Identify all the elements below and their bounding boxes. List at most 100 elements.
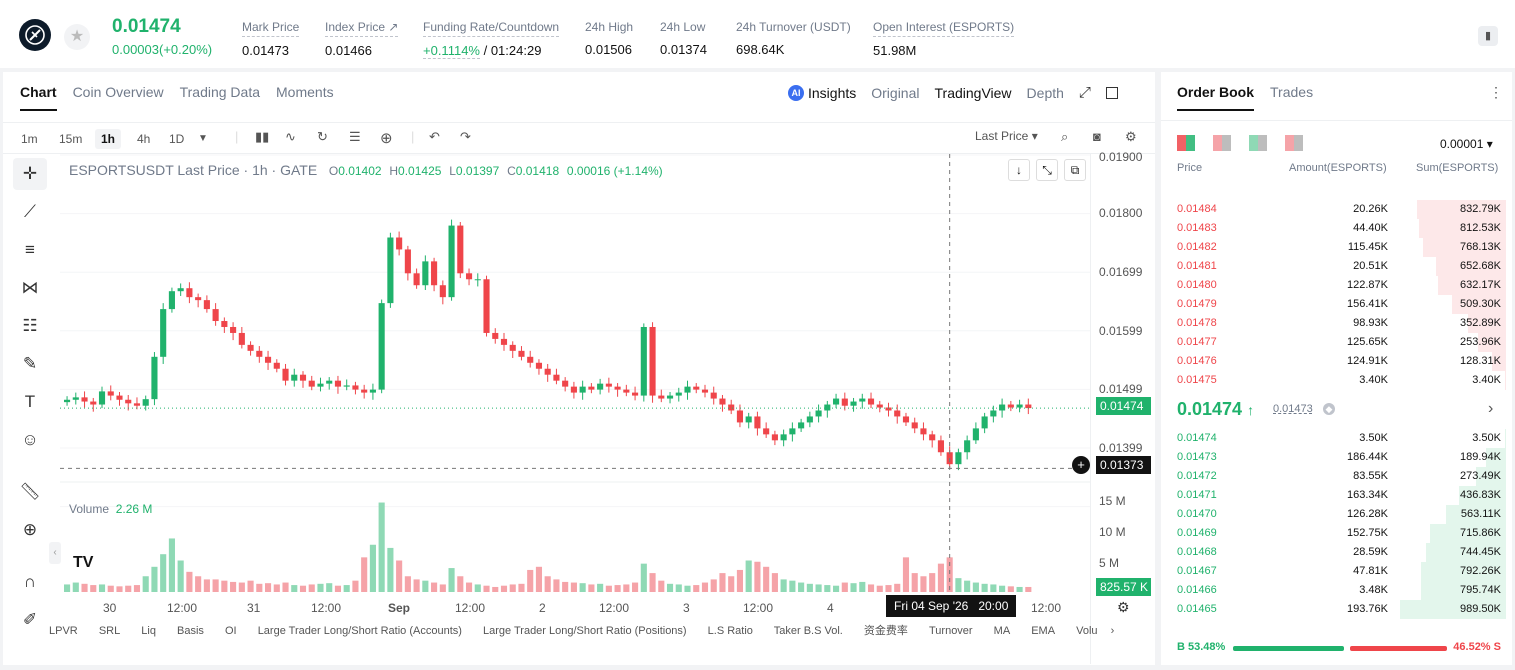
bid-row[interactable]: 0.01471 163.34K 436.83K [1161,486,1512,505]
tab-coin-overview[interactable]: Coin Overview [72,84,164,100]
indicator-item[interactable]: Large Trader Long/Short Ratio (Accounts) [257,625,462,637]
vol-tick: 15 M [1099,494,1126,508]
tab-depth[interactable]: Depth [1026,84,1064,101]
ask-row[interactable]: 0.01477 125.65K 253.96K [1161,333,1512,352]
timeframe-1h[interactable]: 1h [95,129,122,149]
indicator-item[interactable]: Taker B.S Vol. [773,625,843,637]
layout-bids-icon[interactable] [1249,135,1267,151]
stat-label[interactable]: Index Price ↗ [325,20,399,37]
tab-original[interactable]: Original [871,84,920,101]
pencil-lock-icon[interactable]: ✐ [22,610,38,629]
tab-tradingview[interactable]: TradingView [934,84,1012,101]
undo-icon[interactable]: ↶ [429,129,440,144]
timeframe-1d[interactable]: 1D [169,132,185,146]
chevron-right-icon[interactable]: › [1488,400,1494,417]
ask-row[interactable]: 0.01483 44.40K 812.53K [1161,219,1512,238]
row-amount: 3.48K [1359,584,1388,596]
timeframe-15m[interactable]: 15m [59,132,83,146]
stat-label[interactable]: Mark Price [242,20,300,37]
emoji-icon[interactable]: ☺ [21,430,39,449]
indicator-item[interactable]: L.S Ratio [707,625,753,637]
ask-row[interactable]: 0.01479 156.41K 509.30K [1161,295,1512,314]
text-icon[interactable]: T [24,392,36,411]
tab-trading-data[interactable]: Trading Data [179,84,261,100]
magnet-icon[interactable]: ∩ [23,572,37,591]
favorite-star-icon[interactable]: ★ [64,24,90,50]
timeframe-1m[interactable]: 1m [21,132,38,146]
ask-row[interactable]: 0.01475 3.40K 3.40K [1161,371,1512,390]
fullscreen-icon[interactable] [1105,86,1118,99]
bid-row[interactable]: 0.01466 3.48K 795.74K [1161,581,1512,600]
tab-trades[interactable]: Trades [1270,84,1314,100]
stat-label[interactable]: Funding Rate/Countdown [423,20,560,37]
ask-row[interactable]: 0.01482 115.45K 768.13K [1161,238,1512,257]
ask-row[interactable]: 0.01480 122.87K 632.17K [1161,276,1512,295]
bid-row[interactable]: 0.01469 152.75K 715.86K [1161,524,1512,543]
book-icon[interactable]: ▮ [1478,26,1498,46]
chevron-left-icon[interactable]: ‹ [49,542,61,564]
brush-icon[interactable]: ✎ [22,354,38,373]
gear-icon[interactable]: ⚙ [1117,599,1130,615]
more-icon[interactable]: ⋮ [1489,84,1503,100]
indicator-item[interactable]: SRL [98,625,121,637]
layout-asks-bids-icon[interactable] [1213,135,1231,151]
indicator-item[interactable]: Basis [177,625,204,637]
indicator-item[interactable]: MA [993,625,1011,637]
ask-row[interactable]: 0.01484 20.26K 832.79K [1161,200,1512,219]
layout-both-icon[interactable] [1177,135,1195,151]
bid-row[interactable]: 0.01473 186.44K 189.94K [1161,448,1512,467]
indicator-icon[interactable]: ∿ [285,129,296,144]
settings-list-icon[interactable]: ☰ [349,129,361,144]
trendline-icon[interactable]: ⟋ [24,202,36,221]
refresh-icon[interactable]: ↻ [317,129,328,144]
bid-row[interactable]: 0.01474 3.50K 3.50K [1161,429,1512,448]
indicator-item[interactable]: Volu [1076,625,1098,637]
precision-select[interactable]: 0.00001 ▾ [1440,137,1493,151]
tab-order-book[interactable]: Order Book [1177,84,1255,111]
layout-asks-icon[interactable] [1285,135,1303,151]
add-alert-icon[interactable]: + [1072,456,1090,474]
zoom-in-icon[interactable]: ⊕ [22,520,38,539]
price-type-select[interactable]: Last Price ▾ [975,129,1038,143]
bid-row[interactable]: 0.01472 83.55K 273.49K [1161,467,1512,486]
indicator-item[interactable]: Turnover [928,625,973,637]
add-indicator-icon[interactable]: ⊕ [380,130,393,147]
gear-icon[interactable]: ⚙ [1125,129,1137,144]
timeframe-4h[interactable]: 4h [137,132,151,146]
chevron-down-icon[interactable]: ▼ [198,133,208,144]
indicator-item[interactable]: EMA [1031,625,1056,637]
bid-row[interactable]: 0.01468 28.59K 744.45K [1161,543,1512,562]
ask-row[interactable]: 0.01481 20.51K 652.68K [1161,257,1512,276]
fib-icon[interactable]: ☷ [22,316,38,335]
candle [107,391,114,396]
crosshair-icon[interactable]: ✛ [13,158,47,190]
stat-label[interactable]: Open Interest (ESPORTS) [873,20,1015,37]
bid-row[interactable]: 0.01465 193.76K 989.50K [1161,600,1512,619]
price-chart[interactable] [60,154,1090,594]
ask-row[interactable]: 0.01478 98.93K 352.89K [1161,314,1512,333]
collapse-icon[interactable]: ⤡ [1036,159,1058,181]
redo-icon[interactable]: ↷ [460,129,471,144]
ruler-icon[interactable]: 📏︎ [19,482,41,501]
pattern-icon[interactable]: ⋈ [21,278,39,297]
indicator-item[interactable]: LPVR [49,625,78,637]
candle-type-icon[interactable]: ▮▮ [255,129,270,144]
horizontal-lines-icon[interactable]: ≡ [25,240,35,259]
indicator-item[interactable]: 资金费率 [863,625,908,637]
expand-icon[interactable]: ⤢ [1078,84,1091,101]
restore-icon[interactable]: ⧉ [1064,159,1086,181]
indicator-item[interactable]: OI [225,625,237,637]
indicator-item[interactable]: Large Trader Long/Short Ratio (Positions… [482,625,687,637]
chevron-right-icon[interactable]: › [1110,625,1115,637]
arrow-down-icon[interactable]: ↓ [1008,159,1030,181]
ask-row[interactable]: 0.01476 124.91K 128.31K [1161,352,1512,371]
tab-moments[interactable]: Moments [276,84,334,100]
bid-row[interactable]: 0.01467 47.81K 792.26K [1161,562,1512,581]
search-icon[interactable]: ⌕ [1061,129,1069,144]
legend-open-value: 0.01402 [338,164,382,178]
insights-button[interactable]: AI Insights [788,84,856,101]
indicator-item[interactable]: Liq [141,625,156,637]
camera-icon[interactable]: ◙ [1093,129,1101,144]
tab-chart[interactable]: Chart [20,84,57,111]
bid-row[interactable]: 0.01470 126.28K 563.11K [1161,505,1512,524]
